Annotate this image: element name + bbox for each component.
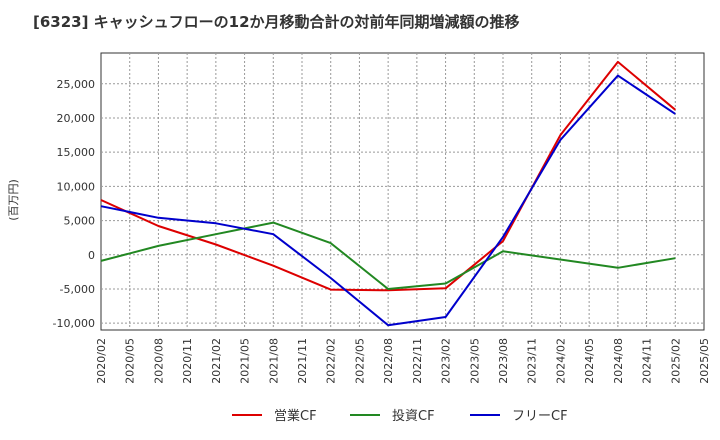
series-line — [100, 221, 676, 290]
x-tick-label: 2020/05 — [124, 338, 137, 384]
x-tick-label: 2023/02 — [440, 338, 453, 384]
plot-area — [100, 52, 705, 331]
x-tick-label: 2020/02 — [95, 338, 108, 384]
y-tick-label: 5,000 — [64, 215, 96, 228]
x-tick-label: 2024/08 — [612, 338, 625, 384]
x-tick-label: 2025/05 — [698, 338, 711, 384]
x-tick-label: 2023/08 — [497, 338, 510, 384]
x-tick-label: 2022/08 — [382, 338, 395, 384]
y-tick-label: 20,000 — [57, 112, 96, 125]
legend-label: 投資CF — [392, 408, 435, 424]
legend-label: フリーCF — [512, 409, 568, 424]
y-tick-label: -5,000 — [60, 283, 95, 296]
y-tick-label: 25,000 — [57, 78, 96, 91]
y-axis-ticks: 25,000 20,000 15,000 10,000 5,000 0 -5,000 -10,… — [53, 78, 95, 330]
x-tick-label: 2025/02 — [669, 338, 682, 384]
legend-label: 営業CF — [274, 408, 317, 424]
chart-title: [6323] キャッシュフローの12か月移動合計の対前年同期増減額の推移 — [33, 13, 520, 31]
x-tick-label: 2022/11 — [411, 338, 424, 384]
y-tick-label: 0 — [88, 249, 95, 262]
x-tick-label: 2023/11 — [526, 338, 539, 384]
x-tick-label: 2024/05 — [583, 338, 596, 384]
y-tick-label: 10,000 — [57, 180, 96, 193]
x-axis-ticks: 2020/02 2020/05 2020/08 2020/11 2021/02 2021/… — [95, 338, 711, 384]
legend: 営業CF 投資CF フリーCF — [232, 408, 568, 424]
x-tick-label: 2023/05 — [468, 338, 481, 384]
y-tick-label: 15,000 — [57, 146, 96, 159]
x-tick-label: 2021/05 — [239, 338, 252, 384]
x-tick-label: 2021/08 — [267, 338, 280, 384]
x-tick-label: 2020/11 — [181, 338, 194, 384]
series-lines — [100, 60, 676, 327]
x-tick-label: 2022/05 — [353, 338, 366, 384]
y-tick-label: -10,000 — [53, 317, 95, 330]
x-tick-label: 2024/02 — [554, 338, 567, 384]
y-axis-label: (百万円) — [7, 179, 20, 221]
x-tick-label: 2022/02 — [325, 338, 338, 384]
x-tick-label: 2020/08 — [152, 338, 165, 384]
x-tick-label: 2021/11 — [296, 338, 309, 384]
x-tick-label: 2024/11 — [641, 338, 654, 384]
series-line — [100, 74, 676, 327]
x-tick-label: 2021/02 — [210, 338, 223, 384]
